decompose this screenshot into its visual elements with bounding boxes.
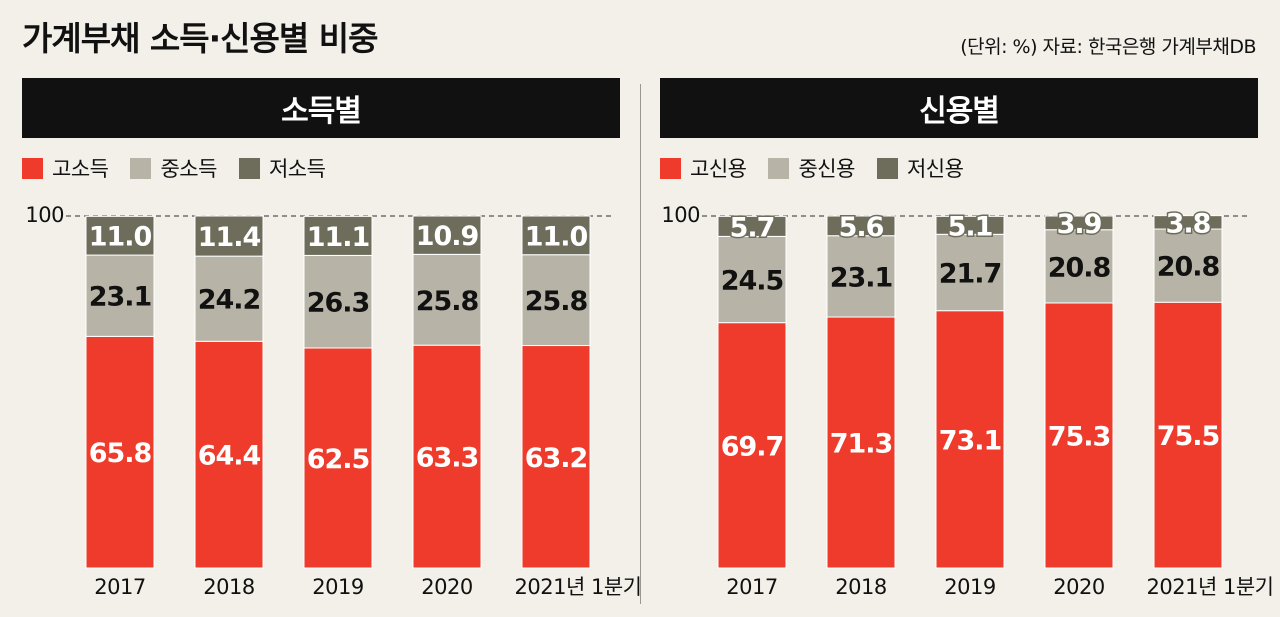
data-label-credit-high-0: 69.7 — [721, 431, 784, 462]
bar-credit-high-2 — [935, 310, 1005, 569]
bar-income-high-1 — [194, 340, 264, 569]
data-label-income-mid-3: 25.8 — [416, 286, 479, 317]
x-tick-label-credit-3: 2020 — [1053, 575, 1104, 599]
data-label-income-mid-4: 25.8 — [525, 286, 588, 317]
data-label-credit-mid-1: 23.1 — [830, 262, 893, 293]
data-label-income-mid-2: 26.3 — [307, 288, 370, 319]
bar-income-high-2 — [303, 347, 373, 569]
data-label-credit-low-3: 3.9 — [1057, 209, 1102, 240]
data-label-income-high-2: 62.5 — [307, 444, 370, 475]
data-label-credit-mid-0: 24.5 — [721, 266, 784, 297]
data-label-credit-low-2: 5.1 — [948, 211, 993, 242]
data-label-income-high-1: 64.4 — [198, 441, 261, 472]
legend-income: 고소득 중소득 저소득 — [22, 154, 347, 182]
data-label-credit-high-1: 71.3 — [830, 429, 893, 460]
bar-credit-mid-3 — [1044, 229, 1114, 304]
data-label-income-low-4: 11.0 — [525, 221, 588, 252]
legend-item-low-income: 저소득 — [238, 153, 326, 183]
bar-credit-mid-0 — [717, 235, 787, 324]
legend-swatch-high-income — [22, 157, 43, 179]
bar-income-low-2 — [303, 215, 373, 256]
legend-swatch-mid-income — [130, 157, 152, 179]
legend-label-mid-credit: 중신용 — [798, 157, 855, 181]
bar-income-low-1 — [194, 215, 264, 257]
legend-credit: 고신용 중신용 저신용 — [660, 154, 985, 182]
data-label-credit-mid-4: 20.8 — [1157, 252, 1220, 283]
bar-credit-high-1 — [826, 316, 896, 569]
data-label-income-high-3: 63.3 — [416, 443, 479, 474]
legend-swatch-mid-credit — [768, 157, 790, 179]
panel-divider — [640, 84, 641, 604]
x-tick-label-income-0: 2017 — [94, 575, 145, 599]
bar-credit-low-0 — [717, 215, 787, 237]
data-label-income-high-4: 63.2 — [525, 443, 588, 474]
data-label-income-low-0: 11.0 — [89, 222, 152, 253]
x-tick-label-income-3: 2020 — [421, 575, 472, 599]
legend-swatch-low-income — [238, 157, 260, 179]
data-label-credit-low-1: 5.6 — [839, 212, 884, 243]
bar-income-high-0 — [85, 335, 155, 569]
x-tick-label-credit-2: 2019 — [944, 575, 995, 599]
bar-income-low-3 — [412, 215, 482, 255]
bar-income-high-3 — [412, 344, 482, 569]
bar-credit-low-4 — [1153, 215, 1223, 230]
legend-label-mid-income: 중소득 — [160, 157, 217, 181]
bar-credit-high-0 — [717, 322, 787, 569]
legend-item-high-credit: 고신용 — [660, 153, 747, 183]
legend-label-low-credit: 저신용 — [906, 157, 964, 181]
data-label-income-mid-1: 24.2 — [198, 285, 261, 316]
x-tick-label-credit-4: 2021년 1분기 — [1147, 575, 1274, 599]
data-label-income-low-2: 11.1 — [307, 222, 370, 253]
data-label-income-mid-0: 23.1 — [89, 282, 152, 313]
bar-income-mid-2 — [303, 254, 373, 349]
y-tick-label-income-0: 100 — [25, 203, 64, 227]
bar-credit-low-1 — [826, 215, 896, 237]
data-label-credit-mid-2: 21.7 — [939, 258, 1002, 289]
x-tick-label-credit-1: 2018 — [835, 575, 886, 599]
legend-item-low-credit: 저신용 — [876, 153, 964, 183]
data-label-income-low-1: 11.4 — [198, 222, 261, 253]
bar-income-mid-1 — [194, 255, 264, 342]
legend-label-high-income: 고소득 — [52, 157, 109, 181]
bar-credit-mid-1 — [826, 235, 896, 318]
bar-credit-low-3 — [1044, 215, 1114, 231]
data-label-income-low-3: 10.9 — [416, 221, 479, 252]
x-tick-label-credit-0: 2017 — [726, 575, 777, 599]
data-label-credit-high-3: 75.3 — [1048, 421, 1111, 452]
bar-income-mid-3 — [412, 253, 482, 346]
data-label-credit-high-4: 75.5 — [1157, 421, 1220, 452]
bar-income-mid-0 — [85, 254, 155, 337]
data-label-credit-high-2: 73.1 — [939, 425, 1002, 456]
legend-swatch-low-credit — [876, 157, 898, 179]
source-note: (단위: %) 자료: 한국은행 가계부채DB — [960, 36, 1256, 58]
legend-item-mid-credit: 중신용 — [768, 153, 855, 183]
legend-swatch-high-credit — [660, 157, 681, 179]
bar-income-low-4 — [521, 215, 591, 256]
bar-income-high-4 — [521, 345, 591, 569]
data-label-credit-mid-3: 20.8 — [1048, 252, 1111, 283]
x-tick-label-income-2: 2019 — [312, 575, 363, 599]
bar-credit-low-2 — [935, 215, 1005, 235]
data-label-income-high-0: 65.8 — [89, 438, 152, 469]
legend-item-high-income: 고소득 — [22, 153, 109, 183]
panel-header-credit: 신용별 — [660, 78, 1258, 138]
data-label-credit-low-0: 5.7 — [730, 212, 775, 243]
legend-item-mid-income: 중소득 — [130, 153, 217, 183]
legend-label-high-credit: 고신용 — [690, 157, 747, 181]
bar-income-low-0 — [85, 215, 155, 256]
legend-label-low-income: 저소득 — [268, 157, 326, 181]
panel-header-income: 소득별 — [22, 78, 620, 138]
x-tick-label-income-4: 2021년 1분기 — [515, 575, 642, 599]
bar-credit-mid-4 — [1153, 228, 1223, 303]
x-tick-label-income-1: 2018 — [203, 575, 254, 599]
page-title: 가계부채 소득·신용별 비중 — [22, 19, 378, 58]
data-label-credit-low-4: 3.8 — [1166, 208, 1211, 239]
y-tick-label-credit-0: 100 — [661, 203, 700, 227]
bar-credit-high-4 — [1153, 301, 1223, 569]
bar-credit-high-3 — [1044, 302, 1114, 569]
bar-income-mid-4 — [521, 254, 591, 347]
